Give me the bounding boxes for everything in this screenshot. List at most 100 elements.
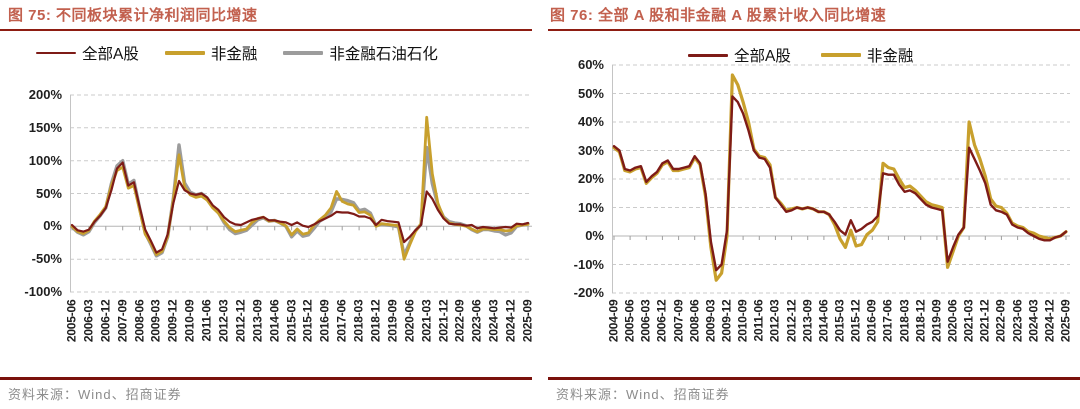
x-axis-tick-label: 2006-03	[638, 299, 653, 343]
x-axis-tick-label: 2005-06	[64, 299, 79, 343]
x-axis-tick-label: 2014-06	[267, 299, 282, 343]
x-axis-tick-label: 2023-06	[1010, 299, 1025, 343]
figure-75-title-rule	[0, 29, 532, 31]
x-axis-tick-label: 2013-09	[800, 299, 815, 343]
y-axis-tick-label: 20%	[577, 171, 604, 186]
x-axis-tick-label: 2015-12	[848, 299, 863, 343]
legend-line-swatch	[164, 51, 205, 55]
x-axis-tick-label: 2009-12	[165, 299, 180, 343]
chart-legend: 全部A股 非金融 非金融石油石化	[36, 42, 438, 64]
x-axis-tick-label: 2012-12	[233, 299, 248, 343]
figure-76-title: 图 76: 全部 A 股和非金融 A 股累计收入同比增速	[550, 7, 887, 24]
series-line-2	[70, 143, 530, 258]
series-line-1	[612, 73, 1068, 282]
x-axis-tick-label: 2015-03	[284, 299, 299, 343]
legend-label: 全部A股	[82, 46, 139, 63]
x-axis-tick-label: 2017-06	[334, 299, 349, 343]
legend-label: 全部A股	[734, 48, 791, 65]
x-axis-tick-label: 2015-12	[300, 299, 315, 343]
figure-76-panel: 图 76: 全部 A 股和非金融 A 股累计收入同比增速 全部A股 非金融 60% 5…	[540, 0, 1080, 409]
x-axis-tick-label: 2024-12	[503, 299, 518, 343]
y-axis-tick-label: 50%	[577, 85, 604, 101]
x-axis-tick-label: 2013-09	[250, 299, 265, 343]
x-axis-tick-label: 2009-12	[719, 299, 734, 343]
x-axis-tick-label: 2016-09	[864, 299, 879, 343]
legend-item: 非金融石油石化	[283, 42, 438, 64]
legend-line-swatch	[36, 51, 76, 55]
x-axis-tick-label: 2016-09	[317, 299, 332, 343]
y-axis-tick-label: 40%	[577, 114, 604, 129]
x-axis-tick-label: 2007-09	[115, 299, 130, 343]
x-axis-tick-label: 2017-06	[880, 299, 895, 343]
x-axis-tick-label: 2025-09	[520, 299, 535, 343]
figure-76-footer-rule	[548, 377, 1080, 380]
legend-item: 非金融	[820, 44, 914, 66]
x-axis-tick-label: 2019-09	[929, 299, 944, 343]
x-axis-tick-label: 2018-12	[913, 299, 928, 343]
x-axis-tick-label: 2025-09	[1058, 299, 1073, 343]
x-axis-tick-label: 2011-06	[751, 299, 766, 342]
x-axis-tick-label: 2018-03	[351, 299, 366, 343]
x-axis-tick-label: 2012-03	[216, 299, 231, 343]
figure-76-title-rule	[548, 29, 1080, 31]
y-axis-tick-label: 100%	[28, 152, 62, 168]
x-axis-tick-label: 2024-03	[1026, 299, 1041, 343]
legend-line-swatch	[820, 53, 861, 57]
x-axis-tick-label: 2008-06	[132, 299, 147, 343]
series-line-0	[612, 95, 1068, 272]
x-axis-tick-label: 2006-12	[654, 299, 669, 343]
legend-item: 全部A股	[688, 44, 791, 66]
x-axis-tick-label: 2004-09	[606, 299, 621, 343]
legend-item: 全部A股	[36, 42, 139, 64]
y-axis-tick-label: 50%	[35, 185, 62, 201]
x-axis-tick-label: 2022-09	[452, 299, 467, 343]
x-axis-tick-label: 2010-09	[182, 299, 197, 343]
legend-line-swatch	[283, 51, 324, 55]
figure-75-title: 图 75: 不同板块累计净利润同比增速	[8, 7, 258, 24]
x-axis-tick-label: 2014-06	[816, 299, 831, 343]
y-axis-tick-label: 150%	[28, 119, 62, 135]
x-axis-tick-label: 2018-12	[368, 299, 383, 343]
x-axis-tick-label: 2010-09	[735, 299, 750, 343]
legend-line-swatch	[688, 53, 728, 57]
legend-item: 非金融	[164, 42, 257, 64]
x-axis-tick-label: 2007-09	[671, 299, 686, 343]
series-line-0	[70, 161, 530, 254]
x-axis-tick-label: 2023-06	[469, 299, 484, 343]
x-axis-tick-label: 2015-03	[832, 299, 847, 343]
x-axis-tick-label: 2022-09	[993, 299, 1008, 343]
y-axis-tick-label: 30%	[577, 142, 604, 158]
x-axis-tick-label: 2021-12	[436, 299, 451, 343]
x-axis-tick-label: 2021-12	[977, 299, 992, 343]
x-axis-tick-label: 2008-06	[687, 299, 702, 343]
y-axis-tick-label: -10%	[573, 256, 604, 272]
x-axis-tick-label: 2024-12	[1042, 299, 1057, 343]
x-axis-tick-label: 2024-03	[486, 299, 501, 343]
figure-75-source-note: 资料来源：Wind、招商证券	[8, 387, 182, 402]
x-axis-tick-label: 2012-12	[784, 299, 799, 343]
x-axis-tick-label: 2012-03	[767, 299, 782, 343]
figure-75-footer-rule	[0, 377, 532, 380]
legend-label: 非金融	[866, 48, 914, 65]
y-axis-tick-label: 60%	[577, 57, 604, 72]
x-axis-tick-label: 2009-03	[703, 299, 718, 343]
y-axis-tick-label: 200%	[28, 87, 62, 102]
x-axis-tick-label: 2020-06	[402, 299, 417, 343]
x-axis-tick-label: 2011-06	[199, 299, 214, 342]
x-axis-tick-label: 2020-06	[945, 299, 960, 343]
y-axis-tick-label: -20%	[573, 285, 604, 300]
figure-75-panel: 图 75: 不同板块累计净利润同比增速 全部A股 非金融 非金融石油石化 200% 15…	[0, 0, 540, 402]
x-axis-tick-label: 2005-06	[622, 299, 637, 343]
figure-76-chart: 全部A股 非金融 60% 50% 40% 30% 20% 10% 0% -10% -20% 2004-…	[540, 0, 1080, 380]
x-axis-tick-label: 2006-12	[98, 299, 113, 343]
x-axis-tick-label: 2018-03	[897, 299, 912, 343]
x-axis-tick-label: 2019-09	[385, 299, 400, 343]
x-axis-tick-label: 2006-03	[81, 299, 96, 343]
legend-label: 非金融石油石化	[329, 46, 438, 63]
y-axis-tick-label: 0%	[585, 228, 604, 243]
x-axis-tick-label: 2021-03	[961, 299, 976, 343]
y-axis-tick-label: -100%	[24, 284, 62, 299]
figure-75-chart: 全部A股 非金融 非金融石油石化 200% 150% 100% 50% 0% -50% -100%…	[0, 0, 540, 380]
line-chart-plot-area	[612, 64, 1070, 294]
